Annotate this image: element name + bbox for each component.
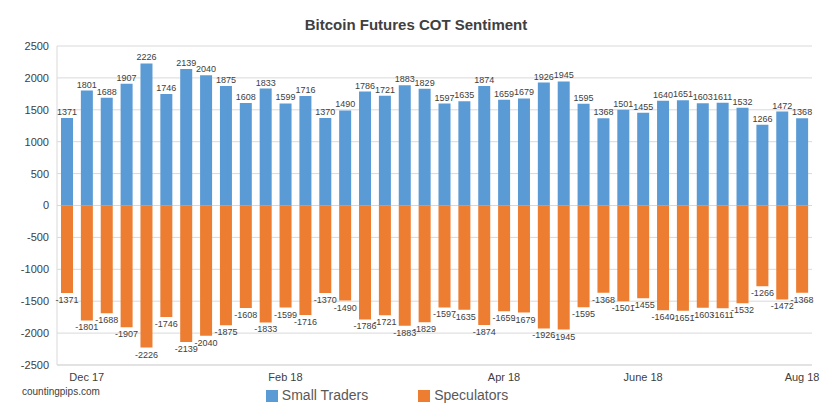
svg-text:1907: 1907 xyxy=(117,73,137,83)
svg-text:-2000: -2000 xyxy=(21,327,49,339)
svg-text:June 18: June 18 xyxy=(624,371,663,383)
svg-text:1595: 1595 xyxy=(574,93,594,103)
svg-text:-1603: -1603 xyxy=(691,309,715,320)
svg-text:1651: 1651 xyxy=(673,89,693,99)
svg-text:1926: 1926 xyxy=(534,72,554,82)
svg-text:-1595: -1595 xyxy=(572,309,595,319)
svg-text:-1875: -1875 xyxy=(214,327,237,337)
svg-text:-1716: -1716 xyxy=(294,317,317,327)
svg-text:-1651: -1651 xyxy=(671,312,695,323)
svg-text:-1907: -1907 xyxy=(115,329,138,339)
svg-text:-1829: -1829 xyxy=(413,324,436,334)
svg-text:-2500: -2500 xyxy=(21,359,49,371)
svg-text:1801: 1801 xyxy=(77,80,97,90)
svg-text:Dec 17: Dec 17 xyxy=(69,371,104,383)
svg-text:1608: 1608 xyxy=(236,92,256,102)
svg-text:Apr 18: Apr 18 xyxy=(488,371,520,383)
svg-text:1875: 1875 xyxy=(216,75,236,85)
svg-text:-1597: -1597 xyxy=(433,309,456,320)
svg-text:1597: 1597 xyxy=(434,93,454,103)
svg-text:1883: 1883 xyxy=(395,74,415,84)
svg-text:-1000: -1000 xyxy=(21,263,49,275)
svg-text:2226: 2226 xyxy=(136,52,156,62)
svg-text:-2139: -2139 xyxy=(174,344,198,354)
svg-text:-1472: -1472 xyxy=(770,301,794,312)
svg-text:-2040: -2040 xyxy=(195,338,218,348)
svg-text:1371: 1371 xyxy=(57,107,77,117)
svg-text:Feb 18: Feb 18 xyxy=(268,371,302,383)
svg-text:1599: 1599 xyxy=(276,92,296,102)
svg-text:1370: 1370 xyxy=(315,107,335,117)
svg-text:-1679: -1679 xyxy=(512,315,535,325)
svg-text:-1370: -1370 xyxy=(313,294,337,305)
svg-text:1611: 1611 xyxy=(713,92,732,102)
svg-text:1945: 1945 xyxy=(554,70,574,80)
svg-text:1368: 1368 xyxy=(593,107,613,117)
svg-text:-1635: -1635 xyxy=(453,312,476,322)
svg-text:1786: 1786 xyxy=(355,81,375,91)
svg-text:2500: 2500 xyxy=(25,40,49,52)
svg-text:1640: 1640 xyxy=(653,90,673,100)
svg-text:2040: 2040 xyxy=(196,64,216,74)
svg-text:2139: 2139 xyxy=(176,58,196,68)
html-text:Bitcoin Futures COT Sentiment: Bitcoin Futures COT Sentiment xyxy=(304,16,528,33)
html-text:Small Traders: Small Traders xyxy=(281,387,369,403)
svg-text:1716: 1716 xyxy=(295,85,315,95)
svg-text:1874: 1874 xyxy=(474,75,494,85)
svg-text:-1659: -1659 xyxy=(492,313,516,324)
svg-text:1501: 1501 xyxy=(613,99,633,109)
svg-text:1688: 1688 xyxy=(97,87,117,97)
svg-text:-1688: -1688 xyxy=(95,315,118,325)
svg-text:-1926: -1926 xyxy=(532,330,556,341)
svg-text:Aug 18: Aug 18 xyxy=(785,371,820,383)
svg-text:-500: -500 xyxy=(27,231,49,243)
html-text:countingpips.com: countingpips.com xyxy=(22,386,100,397)
svg-text:1000: 1000 xyxy=(25,136,49,148)
svg-text:1500: 1500 xyxy=(25,104,49,116)
svg-text:-1611: -1611 xyxy=(711,310,734,321)
svg-text:1266: 1266 xyxy=(752,114,772,124)
svg-text:1368: 1368 xyxy=(792,107,812,117)
svg-text:-1368: -1368 xyxy=(791,295,814,305)
svg-text:1679: 1679 xyxy=(514,87,534,97)
svg-text:1829: 1829 xyxy=(415,78,435,88)
svg-text:-1501: -1501 xyxy=(611,303,635,314)
svg-text:-1721: -1721 xyxy=(373,317,396,327)
svg-text:1833: 1833 xyxy=(256,78,276,88)
svg-text:-1532: -1532 xyxy=(731,305,754,315)
svg-text:0: 0 xyxy=(43,199,49,211)
svg-text:-2226: -2226 xyxy=(135,350,158,360)
svg-text:-1833: -1833 xyxy=(254,324,277,334)
svg-text:1490: 1490 xyxy=(335,99,355,109)
svg-text:-1786: -1786 xyxy=(353,321,377,332)
svg-text:-1945: -1945 xyxy=(552,332,575,342)
svg-text:-1640: -1640 xyxy=(651,312,675,323)
svg-text:1721: 1721 xyxy=(375,85,395,95)
svg-text:1659: 1659 xyxy=(494,89,514,99)
svg-text:-1490: -1490 xyxy=(334,303,357,313)
svg-text:-1500: -1500 xyxy=(21,295,49,307)
svg-text:-1599: -1599 xyxy=(274,309,298,320)
svg-text:-1455: -1455 xyxy=(632,300,655,310)
svg-text:2000: 2000 xyxy=(25,72,49,84)
svg-text:1603: 1603 xyxy=(693,92,713,102)
svg-text:-1608: -1608 xyxy=(234,310,257,320)
html-text:Speculators: Speculators xyxy=(434,387,509,403)
svg-text:1455: 1455 xyxy=(633,102,653,112)
svg-text:-1266: -1266 xyxy=(751,288,774,298)
svg-text:-1746: -1746 xyxy=(155,319,178,329)
svg-text:-1371: -1371 xyxy=(55,295,78,305)
svg-text:-1368: -1368 xyxy=(591,294,615,305)
svg-text:1635: 1635 xyxy=(454,90,474,100)
svg-text:1472: 1472 xyxy=(772,101,792,111)
svg-text:-1801: -1801 xyxy=(75,322,99,333)
svg-text:-1874: -1874 xyxy=(473,327,496,337)
svg-text:1746: 1746 xyxy=(156,83,176,93)
svg-text:-1883: -1883 xyxy=(393,327,417,338)
svg-text:500: 500 xyxy=(31,168,49,180)
svg-text:1532: 1532 xyxy=(733,97,753,107)
